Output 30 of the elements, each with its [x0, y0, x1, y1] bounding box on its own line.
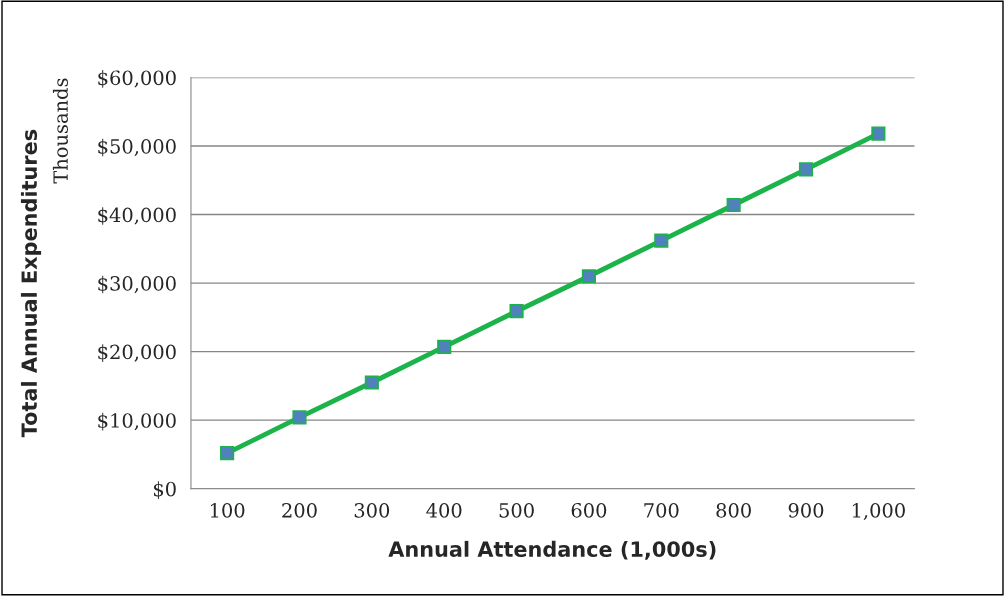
x-tick-label: 600: [571, 502, 607, 518]
point: [654, 233, 669, 248]
point: [871, 126, 886, 141]
point: [798, 162, 814, 177]
point: [509, 304, 524, 319]
y-tick-label: $30,000: [98, 275, 176, 294]
point: [364, 375, 379, 390]
point: [220, 445, 235, 461]
point: [437, 339, 452, 354]
text: Thousands: [52, 78, 68, 184]
x-tick-label: 800: [716, 502, 751, 518]
y-tick-label: $10,000: [98, 412, 176, 431]
x-tick-label: 200: [282, 502, 317, 518]
x-tick-label: 400: [426, 502, 462, 518]
x-tick-label: 1,000: [852, 502, 905, 521]
x-tick-label: 700: [644, 502, 679, 518]
y-axis-title: Total Annual Expenditures: [20, 129, 42, 438]
y-tick-label: $60,000: [98, 70, 176, 88]
x-tick-label: 900: [788, 502, 824, 518]
x-axis-title: Annual Attendance (1,000s): [388, 540, 716, 560]
y-tick-label: $50,000: [98, 138, 176, 157]
x-tick-label: 100: [210, 502, 245, 518]
point: [292, 410, 307, 425]
x-tick-label: 500: [499, 502, 534, 518]
y-tick-label: $20,000: [98, 344, 176, 362]
x-tick-label: 300: [354, 502, 390, 518]
y-tick-label: $40,000: [98, 207, 176, 225]
y-tick-label: $0: [153, 481, 176, 499]
point: [581, 269, 597, 284]
point: [726, 197, 741, 213]
